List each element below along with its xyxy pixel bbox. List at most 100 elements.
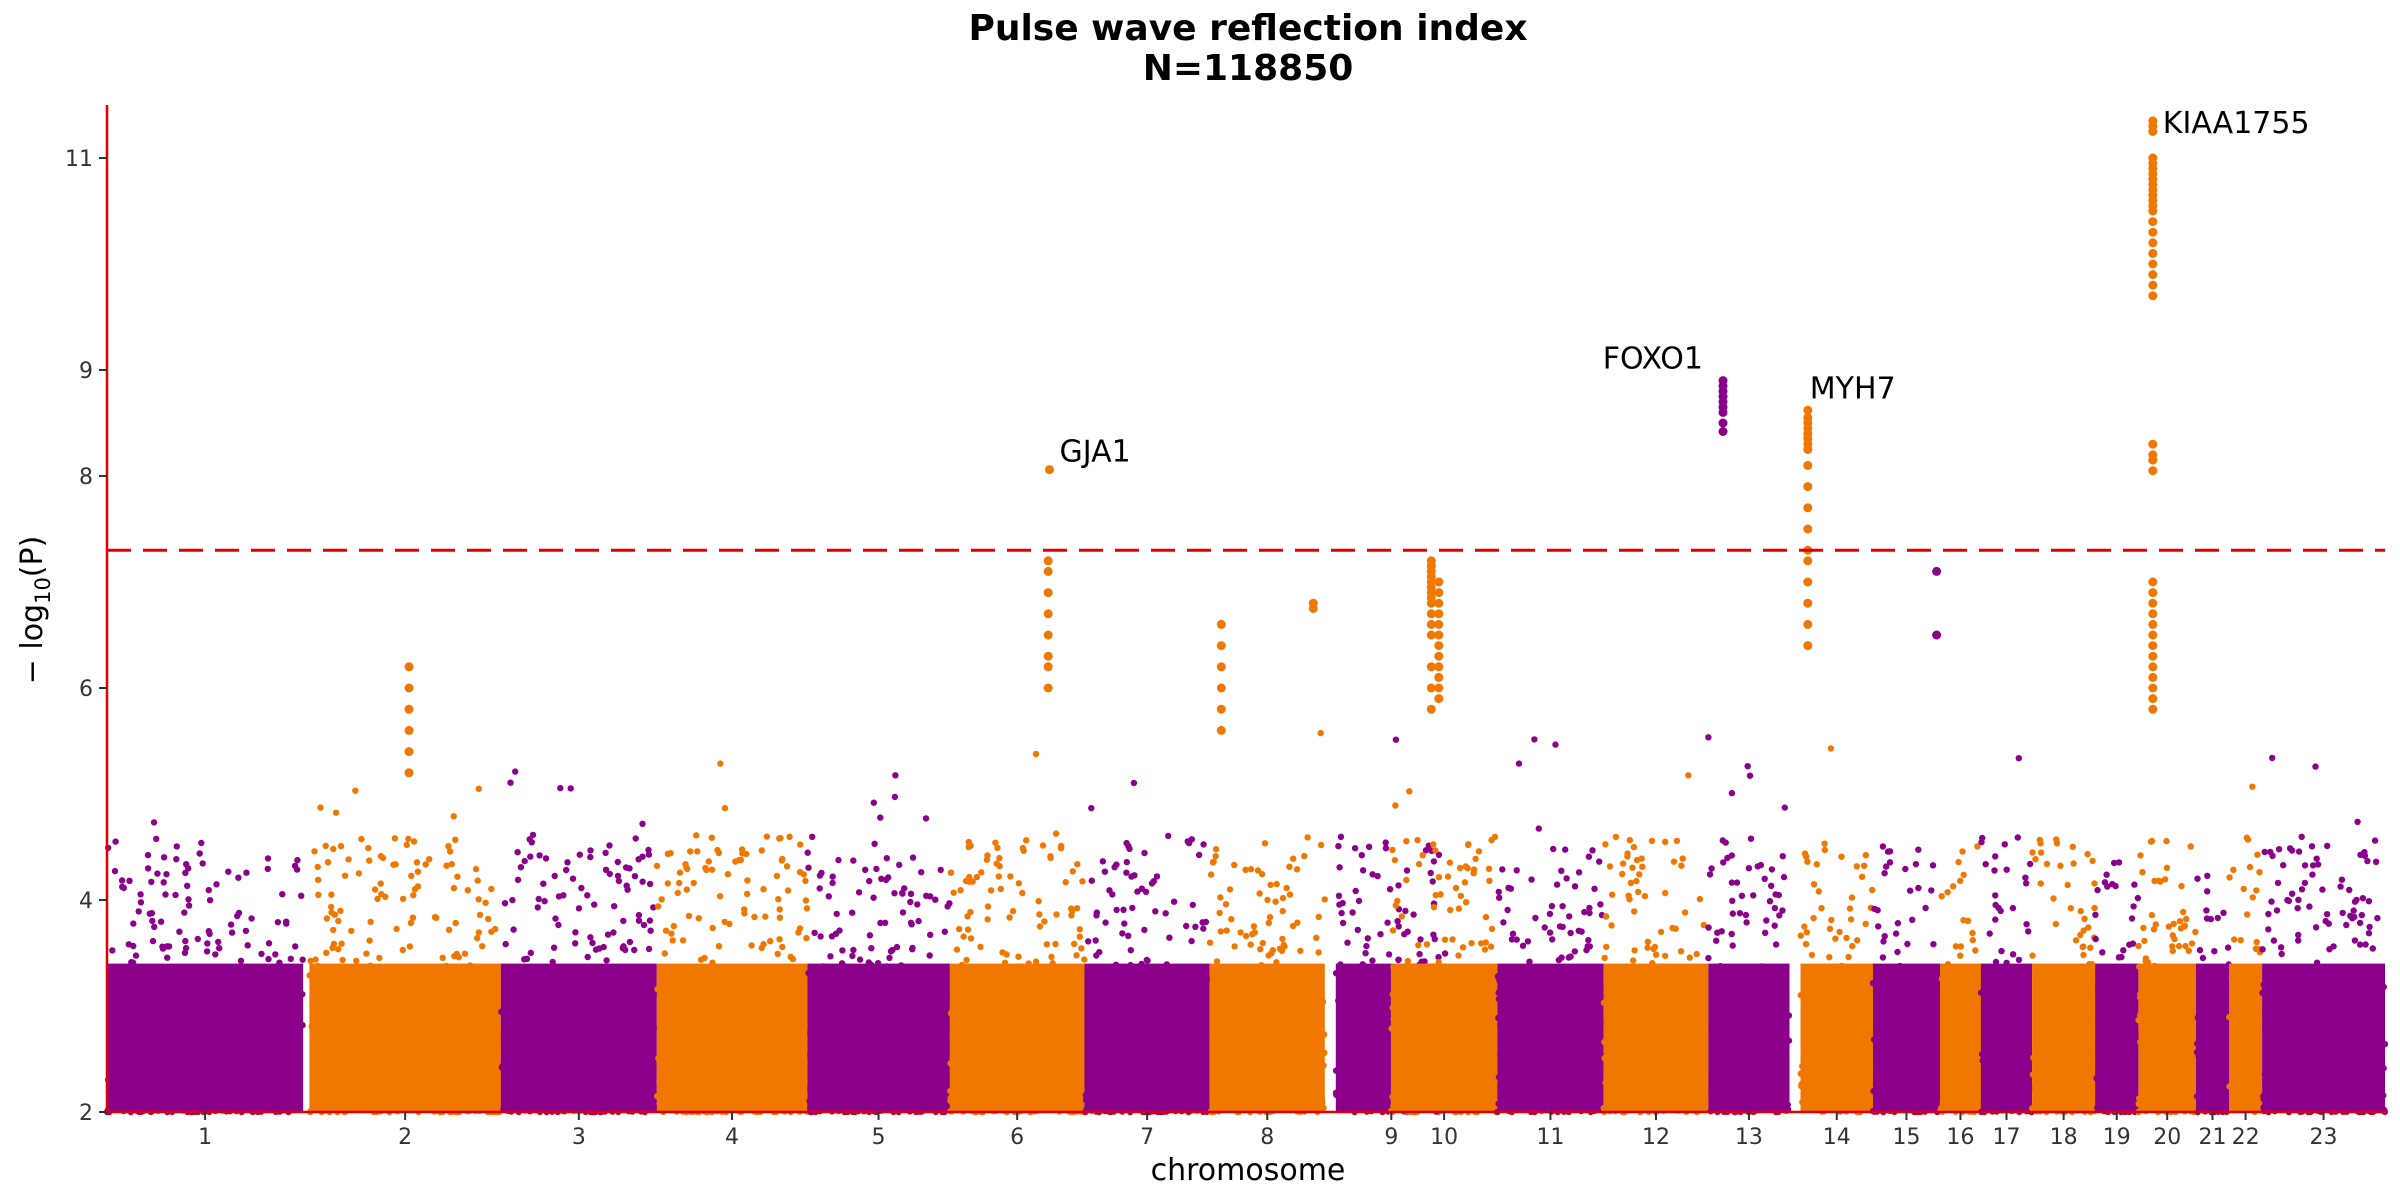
peak-point xyxy=(404,683,414,693)
snp-point xyxy=(2026,860,2034,868)
snp-point xyxy=(1843,934,1850,942)
peak-point xyxy=(1426,598,1436,608)
y-axis-label-subscript: 10 xyxy=(31,577,55,604)
snp-point xyxy=(708,866,716,873)
snp-point xyxy=(2353,896,2360,904)
chromosome-12-points xyxy=(1600,772,1712,1116)
snp-point xyxy=(1015,953,1022,960)
snp-point xyxy=(322,842,329,849)
snp-point xyxy=(862,866,869,873)
snp-point xyxy=(1047,853,1054,860)
snp-point xyxy=(2151,877,2158,885)
snp-point xyxy=(311,848,318,855)
snp-point xyxy=(803,905,811,912)
snp-point xyxy=(2141,937,2148,945)
snp-point xyxy=(779,943,786,951)
snp-point xyxy=(1382,845,1390,852)
snp-point xyxy=(802,877,809,884)
snp-point xyxy=(1392,802,1399,809)
snp-point xyxy=(1006,914,1013,921)
snp-point xyxy=(1693,950,1700,958)
snp-point xyxy=(1365,843,1373,850)
snp-point xyxy=(743,890,751,898)
snp-point xyxy=(856,956,864,963)
snp-point xyxy=(1416,950,1423,958)
snp-point xyxy=(1713,937,1720,944)
snp-point xyxy=(2029,952,2036,959)
snp-point xyxy=(987,887,995,894)
snp-point xyxy=(228,929,236,936)
snp-point xyxy=(150,819,158,826)
snp-point xyxy=(957,887,964,894)
snp-point xyxy=(265,940,273,947)
snp-point xyxy=(1810,914,1817,922)
snp-point xyxy=(1134,888,1141,895)
snp-point xyxy=(1152,908,1159,915)
snp-point xyxy=(1729,910,1737,917)
snp-point xyxy=(1562,846,1569,853)
snp-point xyxy=(135,908,142,915)
snp-point xyxy=(635,917,643,924)
snp-point xyxy=(1846,905,1854,912)
snp-point xyxy=(1763,917,1770,924)
snp-point xyxy=(1202,918,1210,926)
snp-point xyxy=(1415,860,1423,868)
snp-point xyxy=(199,860,206,867)
snp-point xyxy=(355,870,363,877)
x-tick-label: 21 xyxy=(2198,1125,2226,1150)
peak-point xyxy=(1803,405,1813,415)
snp-point xyxy=(777,834,784,842)
snp-point xyxy=(1930,941,1937,948)
snp-point xyxy=(1828,916,1835,924)
snp-point xyxy=(464,887,471,894)
snp-point xyxy=(2170,920,2177,928)
chromosome-19-points xyxy=(2092,859,2142,1116)
snp-point xyxy=(323,915,331,922)
snp-point xyxy=(461,950,469,957)
snp-point xyxy=(1444,873,1452,880)
snp-point xyxy=(741,910,748,917)
snp-point xyxy=(330,845,337,853)
snp-point xyxy=(2023,880,2030,887)
snp-point xyxy=(1363,942,1370,950)
snp-point xyxy=(743,850,750,858)
peak-point xyxy=(1803,556,1813,566)
snp-point xyxy=(1815,888,1823,895)
snp-point xyxy=(1619,870,1626,878)
snp-point xyxy=(2196,946,2204,954)
snp-point xyxy=(1821,840,1828,847)
snp-point xyxy=(314,863,321,871)
chromosome-22-points xyxy=(2226,783,2265,1116)
snp-point xyxy=(552,915,559,922)
snp-point xyxy=(1771,904,1779,912)
snp-point xyxy=(1258,870,1266,878)
peak-point xyxy=(404,704,414,714)
peak-point xyxy=(2148,672,2158,682)
snp-point xyxy=(1142,888,1150,895)
chromosome-2-points xyxy=(306,785,504,1116)
snp-point xyxy=(130,920,137,927)
snp-point xyxy=(1661,952,1669,960)
snp-point xyxy=(2295,937,2302,944)
snp-point xyxy=(645,851,653,858)
snp-point xyxy=(1141,849,1148,857)
snp-point xyxy=(2346,886,2353,894)
snp-point xyxy=(1986,930,1993,937)
x-tick-label: 12 xyxy=(1642,1125,1670,1150)
snp-point xyxy=(2351,937,2359,944)
x-tick-label: 22 xyxy=(2232,1125,2260,1150)
snp-point xyxy=(2115,859,2123,866)
snp-point xyxy=(1627,879,1635,887)
peak-point xyxy=(1434,683,1444,693)
snp-point xyxy=(602,849,609,857)
snp-point xyxy=(1892,930,1900,937)
snp-point xyxy=(367,918,374,925)
snp-point xyxy=(1265,952,1272,959)
snp-point xyxy=(572,940,579,947)
snp-point xyxy=(778,857,786,864)
snp-point xyxy=(1601,954,1608,962)
snp-point xyxy=(984,916,991,923)
snp-point xyxy=(1571,883,1579,890)
snp-point xyxy=(184,882,191,889)
snp-point xyxy=(1093,912,1100,919)
